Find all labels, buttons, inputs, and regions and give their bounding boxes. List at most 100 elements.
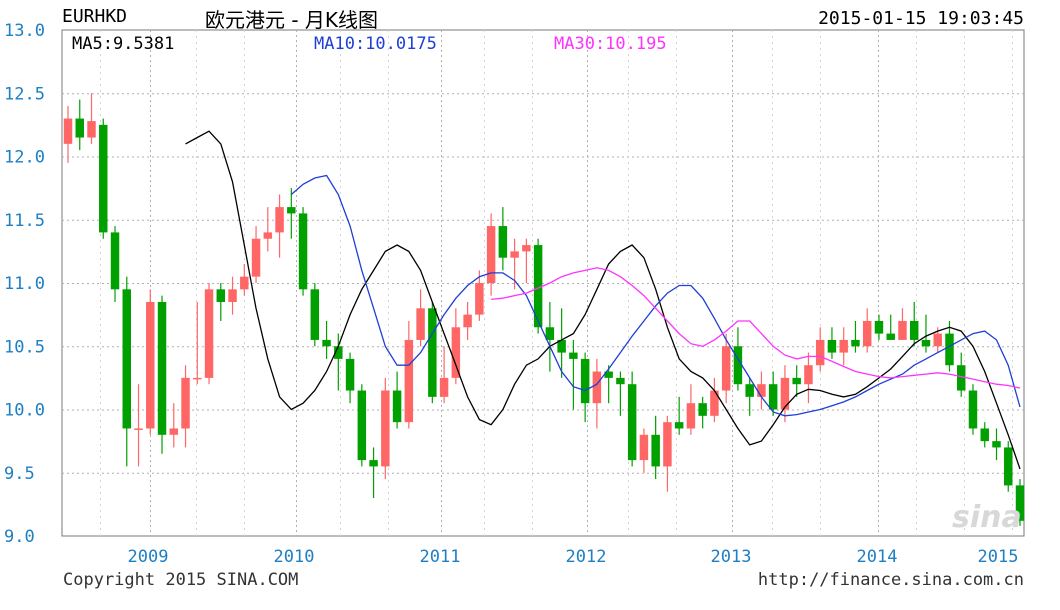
copyright-text: Copyright 2015 SINA.COM (63, 570, 299, 590)
y-tick-label: 10.0 (4, 401, 45, 421)
candle-up (263, 232, 273, 239)
candle-up (381, 390, 390, 467)
candle-up (486, 226, 496, 283)
ma10-line (290, 174, 1021, 417)
x-tick-label: 2010 (274, 547, 315, 567)
candle-down (674, 422, 684, 429)
candle-up (663, 422, 672, 467)
candle-up (416, 308, 425, 340)
candle-up (63, 118, 73, 144)
x-tick-label: 2012 (566, 547, 607, 567)
y-tick-label: 11.5 (4, 211, 45, 231)
candle-down (216, 289, 226, 302)
candle-down (392, 390, 402, 423)
candle-down (298, 213, 308, 290)
candle-down (604, 371, 613, 378)
ma5-legend: MA5:9.5381 (72, 34, 175, 54)
candle-up (463, 314, 472, 328)
candle-down (992, 441, 1001, 448)
y-tick-label: 12.0 (4, 148, 45, 168)
y-tick-label: 11.0 (4, 274, 45, 294)
symbol-label: EURHKD (62, 6, 128, 27)
candle-up (815, 339, 825, 366)
candle-down (957, 365, 966, 391)
candle-down (99, 124, 108, 233)
candle-up (862, 320, 872, 347)
candle-down (921, 339, 931, 347)
candle-down (651, 434, 660, 467)
candle-down (698, 403, 707, 416)
candle-down (909, 320, 919, 340)
candle-up (439, 377, 449, 397)
candle-up (510, 251, 519, 258)
candle-up (193, 377, 202, 380)
grid-lines (62, 30, 1024, 536)
y-tick-label: 12.5 (4, 84, 45, 104)
candle-down (557, 339, 566, 353)
x-tick-label: 2009 (128, 547, 169, 567)
candle-up (251, 238, 261, 277)
candle-down (357, 390, 367, 461)
candle-up (169, 428, 179, 435)
candle-up (898, 320, 907, 340)
candle-down (616, 377, 625, 385)
candle-down (1015, 485, 1025, 521)
candle-down (968, 390, 978, 429)
source-url[interactable]: http://finance.sina.com.cn (757, 570, 1024, 590)
candle-down (886, 333, 895, 340)
candle-up (933, 333, 942, 347)
y-axis: 13.0 12.5 12.0 11.5 11.0 10.5 10.0 9.5 9.0 (4, 21, 45, 547)
candle-down (498, 226, 508, 258)
candle-down (745, 384, 754, 397)
ma30-line (491, 267, 1021, 389)
candle-up (686, 403, 696, 429)
candle-up (839, 339, 848, 353)
candle-down (627, 384, 637, 461)
candle-down (533, 245, 543, 328)
candle-up (404, 339, 414, 423)
candle-down (580, 358, 590, 404)
candle-up (146, 301, 155, 429)
candle-up (710, 390, 719, 416)
sina-watermark-logo: sina (952, 500, 1022, 535)
candle-down (827, 339, 837, 353)
candle-down (369, 460, 378, 467)
moving-average-lines (185, 130, 1021, 470)
y-tick-label: 13.0 (4, 21, 45, 41)
candle-up (592, 371, 602, 404)
candle-down (334, 346, 343, 359)
candle-down (851, 339, 860, 347)
candle-down (768, 384, 778, 410)
candle-up (721, 346, 731, 391)
candle-up (639, 434, 649, 461)
candle-down (874, 320, 884, 334)
candle-up (522, 245, 531, 252)
ma10-legend: MA10:10.0175 (314, 34, 437, 54)
candle-up (240, 276, 249, 290)
candle-down (310, 289, 320, 340)
y-tick-label: 10.5 (4, 337, 45, 357)
x-tick-label: 2014 (857, 547, 898, 567)
candle-up (275, 207, 284, 233)
candle-up (757, 384, 766, 397)
candle-down (322, 339, 331, 347)
x-tick-label: 2015 (978, 547, 1019, 567)
candle-up (451, 327, 461, 378)
y-tick-label: 9.5 (4, 464, 35, 484)
timestamp: 2015-01-15 19:03:45 (818, 8, 1024, 29)
candle-up (475, 283, 484, 315)
candle-down (569, 352, 578, 359)
candle-down (110, 232, 120, 290)
candle-down (287, 207, 296, 214)
candle-down (345, 358, 355, 391)
candlesticks (63, 93, 1025, 526)
y-tick-label: 9.0 (4, 527, 35, 547)
x-axis: 2009 2010 2011 2012 2013 2014 2015 (128, 547, 1019, 567)
candle-down (1004, 447, 1013, 486)
candle-down (75, 118, 84, 138)
candle-up (134, 428, 143, 430)
candle-up (804, 365, 813, 385)
candle-down (792, 377, 801, 385)
candle-up (228, 289, 237, 302)
